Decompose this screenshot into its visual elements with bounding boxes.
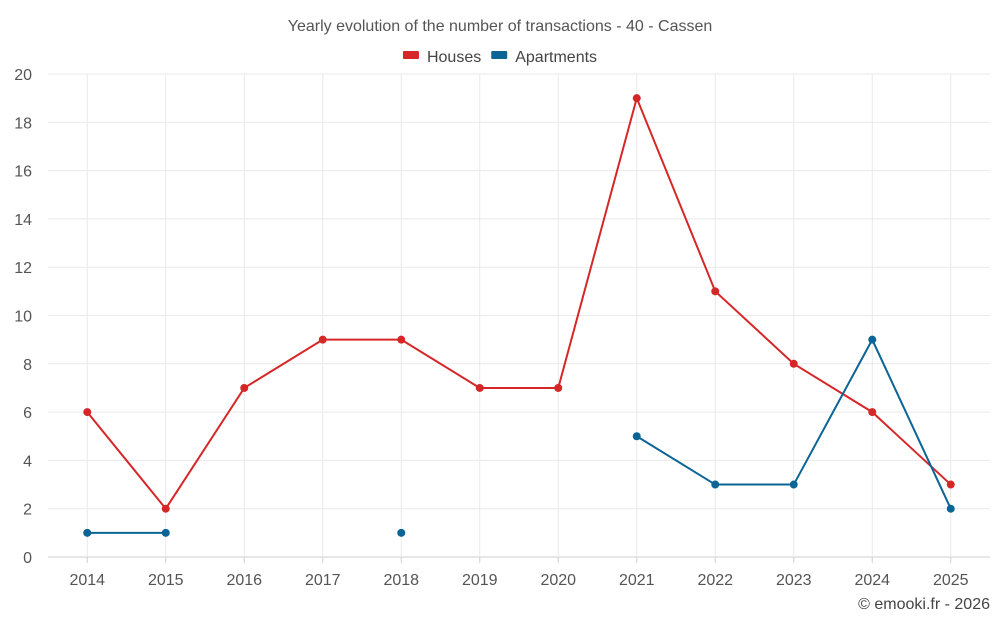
y-tick-label: 8 (23, 357, 32, 374)
data-point-houses[interactable] (161, 504, 170, 513)
x-tick-label: 2023 (776, 572, 812, 589)
data-point-apartments[interactable] (711, 480, 720, 489)
legend: Houses Apartments (402, 49, 597, 66)
chart-title: Yearly evolution of the number of transa… (288, 18, 713, 35)
series-houses (83, 94, 955, 513)
y-tick-label: 12 (14, 260, 32, 277)
x-tick-label: 2020 (540, 572, 576, 589)
x-axis: 2014 2015 2016 2017 2018 2019 2020 2021 2022 2023… (69, 557, 969, 589)
data-point-houses[interactable] (83, 408, 92, 417)
x-tick-label: 2017 (305, 572, 341, 589)
series-apartments (83, 335, 955, 537)
data-point-houses[interactable] (554, 383, 563, 392)
legend-swatch (491, 51, 508, 59)
y-tick-label: 18 (14, 115, 32, 132)
y-tick-label: 4 (23, 453, 32, 470)
x-tick-label: 2019 (462, 572, 498, 589)
data-point-houses[interactable] (789, 359, 798, 368)
legend-item-apartments[interactable]: Apartments (491, 49, 597, 66)
x-tick-label: 2018 (383, 572, 419, 589)
legend-swatch (402, 51, 419, 59)
series-layer (83, 94, 955, 537)
y-tick-label: 20 (14, 67, 32, 84)
y-tick-label: 2 (23, 502, 32, 519)
data-point-apartments[interactable] (946, 504, 955, 513)
x-tick-label: 2015 (148, 572, 184, 589)
data-point-houses[interactable] (475, 383, 484, 392)
data-point-apartments[interactable] (789, 480, 798, 489)
data-point-houses[interactable] (240, 383, 249, 392)
legend-item-houses[interactable]: Houses (402, 49, 481, 66)
credit-label: © emooki.fr - 2026 (858, 596, 990, 613)
data-point-houses[interactable] (318, 335, 327, 344)
data-point-apartments[interactable] (397, 528, 406, 537)
x-tick-label: 2025 (933, 572, 969, 589)
data-point-apartments[interactable] (161, 528, 170, 537)
y-tick-label: 0 (23, 550, 32, 567)
legend-label: Apartments (515, 49, 597, 66)
x-tick-label: 2014 (69, 572, 105, 589)
y-tick-label: 6 (23, 405, 32, 422)
x-tick-label: 2021 (619, 572, 655, 589)
y-tick-label: 16 (14, 164, 32, 181)
data-point-houses[interactable] (711, 287, 720, 296)
data-point-apartments[interactable] (868, 335, 877, 344)
y-tick-label: 10 (14, 309, 32, 326)
y-axis: 0 2 4 6 8 10 12 14 16 18 20 (14, 67, 32, 567)
x-tick-label: 2024 (854, 572, 890, 589)
data-point-houses[interactable] (632, 94, 641, 103)
legend-label: Houses (427, 49, 481, 66)
data-point-apartments[interactable] (83, 528, 92, 537)
y-tick-label: 14 (14, 212, 32, 229)
x-tick-label: 2022 (697, 572, 733, 589)
data-point-apartments[interactable] (632, 432, 641, 441)
grid (48, 73, 990, 558)
data-point-houses[interactable] (946, 480, 955, 489)
x-tick-label: 2016 (226, 572, 262, 589)
data-point-houses[interactable] (397, 335, 406, 344)
data-point-houses[interactable] (868, 408, 877, 417)
series-line-houses (86, 95, 952, 511)
